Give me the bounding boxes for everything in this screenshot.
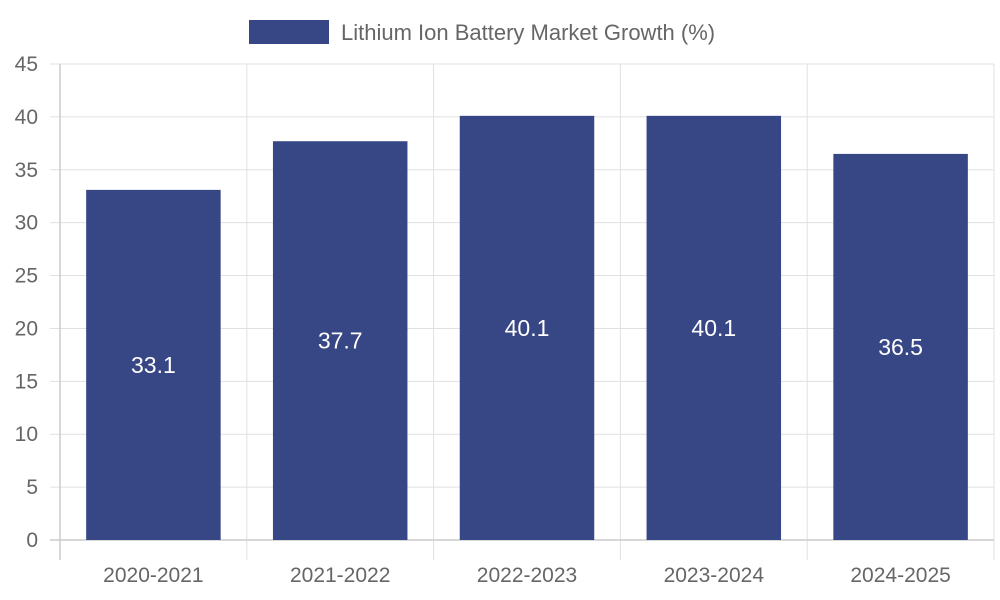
y-tick-label: 10 <box>15 423 38 446</box>
bar-value-label: 37.7 <box>318 328 363 354</box>
bar <box>459 115 595 540</box>
bars: 33.1 37.7 40.1 40.1 36.5 <box>86 115 968 540</box>
bar-value-label: 40.1 <box>691 315 736 341</box>
x-tick-label: 2022-2023 <box>477 564 577 587</box>
legend-label: Lithium Ion Battery Market Growth (%) <box>341 20 715 45</box>
y-tick-label: 45 <box>15 53 38 76</box>
y-tick-label: 35 <box>15 159 38 182</box>
y-tick-label: 5 <box>26 476 38 499</box>
tick-labels: 0 5 10 15 20 25 30 35 40 45 2020-2021 2021-2022 2022… <box>15 53 951 587</box>
y-tick-label: 20 <box>15 317 38 340</box>
y-tick-label: 40 <box>15 106 38 129</box>
x-tick-label: 2023-2024 <box>664 564 765 587</box>
y-tick-label: 25 <box>15 265 38 288</box>
x-tick-label: 2024-2025 <box>850 564 950 587</box>
bar <box>646 115 782 540</box>
x-tick-label: 2021-2022 <box>290 564 390 587</box>
y-tick-label: 30 <box>15 212 38 235</box>
bar-value-label: 40.1 <box>505 315 550 341</box>
legend: Lithium Ion Battery Market Growth (%) <box>249 20 715 45</box>
legend-swatch <box>249 20 329 44</box>
bar-value-label: 36.5 <box>878 334 923 360</box>
x-tick-label: 2020-2021 <box>103 564 203 587</box>
bar <box>86 189 221 540</box>
y-tick-label: 15 <box>15 370 38 393</box>
bar <box>272 141 408 540</box>
y-tick-label: 0 <box>26 529 38 552</box>
bar <box>833 153 968 540</box>
bar-value-label: 33.1 <box>131 352 176 378</box>
